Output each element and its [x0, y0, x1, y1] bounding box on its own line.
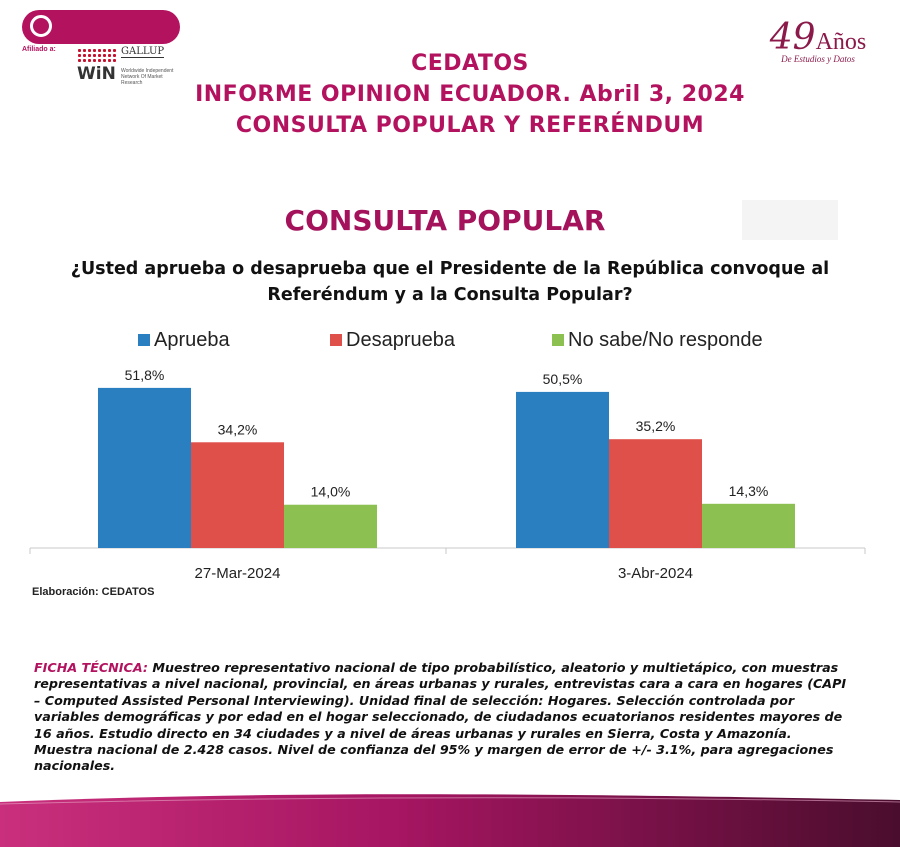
- survey-question: ¿Usted aprueba o desaprueba que el Presi…: [70, 259, 830, 305]
- report-header: CEDATOS INFORME OPINION ECUADOR. Abril 3…: [0, 48, 900, 141]
- header-line-1: CEDATOS: [411, 51, 529, 76]
- section-title: CONSULTA POPULAR: [284, 204, 606, 237]
- cedatos-badge: CEDATOS: [22, 10, 180, 75]
- anniversary-subtitle: De Estudios y Datos: [781, 54, 855, 64]
- legend-label-2: No sabe/No responde: [568, 329, 763, 351]
- category-label-0: 27-Mar-2024: [195, 565, 281, 582]
- legend-label-1: Desaprueba: [346, 329, 456, 351]
- data-label-2-0: 14,0%: [311, 484, 351, 500]
- win-logo-text: WiN: [77, 64, 116, 84]
- cedatos-mark-icon: [30, 15, 52, 37]
- gallup-logo-text: GALLUP: [121, 46, 165, 58]
- header-line-2: INFORME OPINION ECUADOR. Abril 3, 2024: [195, 82, 745, 107]
- anniversary-number: 49: [769, 17, 816, 58]
- legend-swatch-0: [138, 334, 150, 346]
- bar-desaprueba-0: [191, 442, 284, 548]
- bar-no-sabe-no-responde-0: [284, 504, 377, 548]
- data-label-2-1: 14,3%: [729, 483, 769, 499]
- technical-sheet: FICHA TÉCNICA: Muestreo representativo n…: [34, 660, 854, 775]
- technical-text: Muestreo representativo nacional de tipo…: [34, 660, 847, 774]
- legend-swatch-2: [552, 334, 564, 346]
- bar-no-sabe-no-responde-1: [702, 503, 795, 548]
- elaboration-note: Elaboración: CEDATOS: [32, 586, 155, 598]
- bar-aprueba-0: [98, 387, 191, 548]
- affiliated-label: Afiliado a:: [22, 46, 56, 53]
- header-line-3: CONSULTA POPULAR Y REFERÉNDUM: [235, 113, 705, 138]
- technical-label: FICHA TÉCNICA:: [34, 660, 148, 675]
- partner-logo: WiN GALLUP Worldwide Independent Network…: [77, 46, 187, 86]
- cedatos-logo: CEDATOS Afiliado a: WiN GALLUP Worldwide…: [22, 10, 182, 86]
- data-label-0-0: 51,8%: [125, 367, 165, 383]
- bar-desaprueba-1: [609, 439, 702, 548]
- data-label-1-0: 34,2%: [218, 421, 258, 437]
- anniversary-word: Años: [815, 29, 867, 55]
- legend-swatch-1: [330, 334, 342, 346]
- category-label-1: 3-Abr-2024: [618, 565, 693, 582]
- data-label-1-1: 35,2%: [636, 418, 676, 434]
- data-label-0-1: 50,5%: [543, 371, 583, 387]
- gray-placeholder-box: [742, 200, 838, 240]
- bar-chart: Aprueba Desaprueba No sabe/No responde 51,8…: [29, 329, 866, 582]
- bar-aprueba-1: [516, 391, 609, 548]
- win-description: Worldwide Independent Network Of Market …: [121, 68, 174, 86]
- legend-label-0: Aprueba: [154, 329, 230, 351]
- anniversary-logo: 49Años De Estudios y Datos: [758, 18, 878, 70]
- bottom-decorative-band: [0, 794, 900, 847]
- win-dots-icon: [77, 48, 117, 64]
